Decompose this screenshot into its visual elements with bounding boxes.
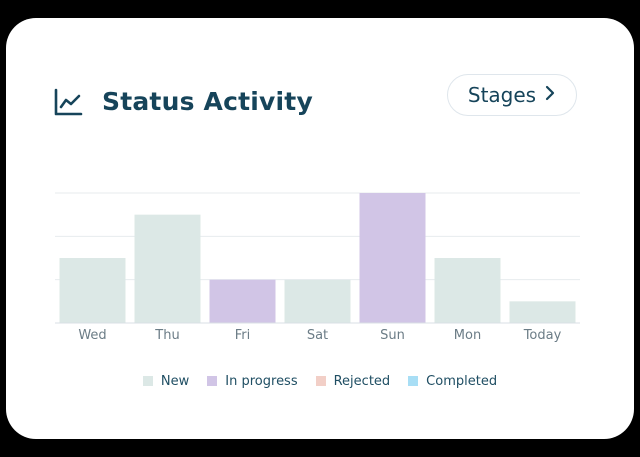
x-tick-label: Sat — [307, 328, 328, 343]
legend-swatch — [408, 376, 419, 386]
x-tick-label: Fri — [235, 328, 251, 343]
bar-today-new[interactable] — [509, 301, 576, 323]
x-tick-label: Sun — [380, 328, 405, 343]
legend-swatch — [315, 376, 326, 386]
bar-wed-new[interactable] — [59, 258, 126, 323]
legend-item-in-progress[interactable]: In progress — [207, 373, 298, 389]
bar-thu-new[interactable] — [134, 214, 201, 323]
bar-sat-new[interactable] — [284, 279, 351, 323]
x-tick-label: Mon — [454, 328, 481, 343]
legend-item-completed[interactable]: Completed — [408, 374, 497, 389]
legend-label: Completed — [426, 373, 498, 389]
legend-item-new[interactable]: New — [142, 373, 190, 389]
stages-button-label: Stages — [467, 83, 537, 107]
x-tick-label: Thu — [154, 328, 179, 343]
legend-label: New — [160, 373, 190, 389]
legend-swatch — [207, 376, 218, 386]
x-tick-label: Wed — [78, 328, 106, 343]
stages-button[interactable]: Stages — [447, 74, 577, 116]
legend-label: In progress — [225, 373, 298, 389]
chart-legend: New In progress Rejected Completed — [0, 371, 640, 391]
card-title: Status Activity — [102, 87, 313, 116]
line-chart-icon — [54, 88, 83, 116]
legend-label: Rejected — [333, 373, 391, 389]
bar-sun-in-progress[interactable] — [359, 193, 426, 323]
legend-swatch — [142, 376, 153, 386]
x-tick-label: Today — [523, 328, 562, 343]
legend-item-rejected[interactable]: Rejected — [315, 373, 391, 389]
bar-fri-in-progress[interactable] — [209, 279, 276, 323]
bar-mon-new[interactable] — [434, 258, 501, 323]
chevron-right-icon — [544, 84, 556, 104]
